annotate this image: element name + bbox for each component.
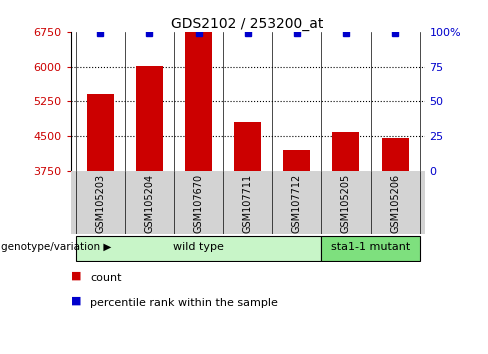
FancyBboxPatch shape (322, 235, 420, 261)
Text: GSM107712: GSM107712 (292, 174, 302, 233)
Text: GSM107711: GSM107711 (243, 174, 253, 233)
Text: GSM105204: GSM105204 (144, 174, 154, 233)
Bar (382, 138, 408, 171)
Text: ■: ■ (71, 296, 81, 306)
Text: GSM105205: GSM105205 (341, 174, 351, 233)
Bar (332, 132, 360, 171)
Text: sta1-1 mutant: sta1-1 mutant (331, 242, 410, 252)
Text: wild type: wild type (173, 242, 224, 252)
Bar (87, 95, 114, 171)
Text: ■: ■ (71, 271, 81, 281)
Bar (284, 150, 310, 171)
Bar (136, 66, 163, 171)
Text: GSM107670: GSM107670 (194, 174, 203, 233)
FancyBboxPatch shape (76, 235, 322, 261)
Text: genotype/variation ▶: genotype/variation ▶ (1, 242, 111, 252)
Text: count: count (90, 273, 122, 283)
Bar (234, 122, 261, 171)
Text: GSM105203: GSM105203 (95, 174, 105, 233)
Bar (185, 32, 212, 171)
Text: percentile rank within the sample: percentile rank within the sample (90, 298, 278, 308)
Title: GDS2102 / 253200_at: GDS2102 / 253200_at (171, 17, 324, 31)
Text: GSM105206: GSM105206 (390, 174, 400, 233)
